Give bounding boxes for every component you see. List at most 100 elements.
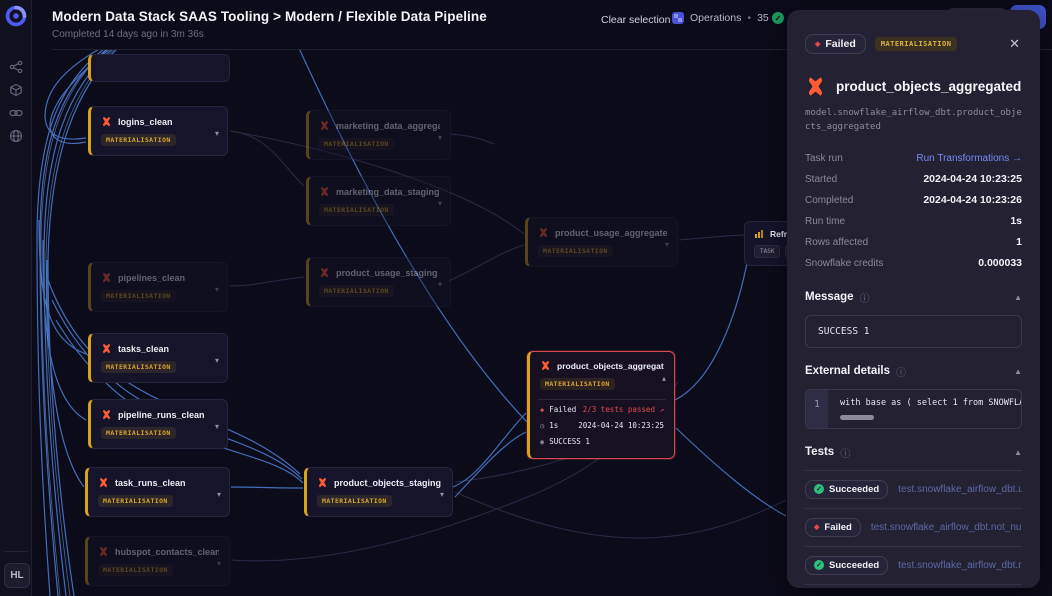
- message-section-header: Message ⓘ ▲: [805, 291, 1022, 305]
- horizontal-scrollbar[interactable]: [840, 414, 874, 420]
- dbt-icon: [103, 116, 110, 127]
- node-product-usage-staging[interactable]: product_usage_staging ▾ MATERIALISATION: [306, 257, 451, 307]
- test-row: ✓ Succeeded test.snowflake_airflow_dbt.u…: [805, 471, 1022, 509]
- chevron-down-icon[interactable]: ▾: [216, 489, 221, 499]
- test-link[interactable]: test.snowflake_airflow_dbt.unique_pro: [898, 483, 1022, 495]
- chevron-down-icon[interactable]: ▾: [216, 558, 221, 568]
- dbt-icon: [103, 272, 110, 283]
- run-details: Task run Run Transformations → Started 2…: [805, 149, 1022, 274]
- operations-count: 35: [757, 12, 769, 24]
- dbt-icon: [321, 186, 328, 197]
- node-pipeline-runs-clean[interactable]: pipeline_runs_clean ▾ MATERIALISATION: [88, 399, 228, 449]
- header-divider: [52, 49, 1052, 50]
- dbt-icon: [808, 77, 823, 96]
- chevron-down-icon[interactable]: ▾: [664, 239, 669, 249]
- node-product-objects-staging[interactable]: product_objects_staging ▾ MATERIALISATIO…: [304, 467, 453, 517]
- chevron-down-icon[interactable]: ▾: [437, 198, 442, 208]
- dbt-icon: [321, 267, 328, 278]
- dbt-icon: [100, 477, 107, 488]
- external-details-code: 1 with base as ( select 1 from SNOWFLAKE: [805, 388, 1022, 429]
- detail-row-started: Started 2024-04-24 10:23:25: [805, 173, 1022, 186]
- bi-chart-icon: [755, 230, 763, 238]
- message-box: SUCCESS 1: [805, 314, 1022, 348]
- panel-status-badge: ◆ Failed: [805, 34, 866, 54]
- chevron-down-icon[interactable]: ▾: [214, 421, 219, 431]
- operations-label: Operations: [690, 12, 742, 24]
- collapse-icon[interactable]: ▲: [1014, 292, 1022, 302]
- node-status-label: Failed: [549, 405, 577, 414]
- chevron-down-icon[interactable]: ▾: [437, 279, 442, 289]
- panel-status-label: Failed: [825, 38, 856, 50]
- chevron-down-icon[interactable]: ▾: [214, 355, 219, 365]
- node-logins-clean[interactable]: logins_clean ▾ MATERIALISATION: [88, 106, 228, 156]
- node-timestamp: 2024-04-24 10:23:25: [578, 421, 664, 430]
- code-line: with base as ( select 1 from SNOWFLAKE: [840, 397, 1021, 408]
- panel-title: product_objects_aggregated: [836, 79, 1022, 94]
- chevron-down-icon[interactable]: ▾: [214, 128, 219, 138]
- test-link[interactable]: test.snowflake_airflow_dbt.not_null_pr: [870, 521, 1022, 533]
- detail-row-task-run: Task run Run Transformations →: [805, 153, 1022, 165]
- collapse-icon[interactable]: ▲: [1014, 447, 1022, 457]
- cube-icon[interactable]: [9, 83, 23, 97]
- task-node-label: Refre: [770, 229, 792, 239]
- materialisation-badge: MATERIALISATION: [319, 285, 394, 297]
- test-link[interactable]: test.snowflake_airflow_dbt.not_null_pr: [898, 559, 1022, 571]
- code-line-number: 1: [806, 389, 828, 428]
- sidebar-divider: [4, 551, 28, 552]
- node-task-runs-clean[interactable]: task_runs_clean ▾ MATERIALISATION: [85, 467, 230, 517]
- test-status-badge: ✓ Succeeded: [805, 479, 889, 499]
- link-icon[interactable]: [9, 106, 23, 120]
- globe-icon[interactable]: [9, 129, 23, 143]
- node-pipelines-clean[interactable]: pipelines_clean ▾ MATERIALISATION: [88, 262, 228, 312]
- close-icon[interactable]: ✕: [1009, 36, 1020, 51]
- chevron-down-icon[interactable]: ▾: [437, 132, 442, 142]
- detail-panel: ◆ Failed MATERIALISATION ✕ product_objec…: [787, 10, 1040, 588]
- divider: [805, 469, 1022, 471]
- test-status-badge: ◆ Failed: [805, 517, 861, 537]
- lineage-graph-icon[interactable]: [9, 60, 23, 74]
- dbt-icon: [321, 120, 328, 131]
- clock-icon: ◷: [540, 422, 545, 430]
- node-divider: [538, 399, 666, 400]
- node-product-objects-aggregated-selected[interactable]: product_objects_aggregated ▴ MATERIALISA…: [527, 351, 675, 459]
- chevron-down-icon[interactable]: ▾: [214, 284, 219, 294]
- materialisation-badge: MATERIALISATION: [319, 138, 394, 150]
- external-details-section-header: External details ⓘ ▲: [805, 365, 1022, 379]
- collapse-icon[interactable]: ▲: [1014, 366, 1022, 376]
- operations-counter[interactable]: Operations • 35: [672, 12, 769, 24]
- run-transformations-link[interactable]: Run Transformations →: [916, 153, 1022, 165]
- chevron-down-icon[interactable]: ▾: [439, 489, 444, 499]
- info-icon[interactable]: ⓘ: [896, 367, 907, 379]
- node-marketing-data-aggregated[interactable]: marketing_data_aggregated ▾ MATERIALISAT…: [306, 110, 451, 160]
- dbt-icon: [100, 546, 107, 557]
- page-subtitle: Completed 14 days ago in 3m 36s: [52, 29, 204, 40]
- materialisation-badge: MATERIALISATION: [540, 378, 615, 390]
- detail-row-completed: Completed 2024-04-24 10:23:26: [805, 194, 1022, 207]
- materialisation-badge: MATERIALISATION: [98, 495, 173, 507]
- materialisation-badge: MATERIALISATION: [538, 245, 613, 257]
- tests-list: ✓ Succeeded test.snowflake_airflow_dbt.u…: [805, 469, 1022, 585]
- node-product-usage-aggregated[interactable]: product_usage_aggregated ▾ MATERIALISATI…: [525, 217, 678, 267]
- failed-diamond-icon: ◆: [815, 41, 821, 48]
- clear-selection-button[interactable]: Clear selection: [601, 14, 671, 26]
- info-icon[interactable]: ⓘ: [859, 293, 870, 305]
- node-clipped-top[interactable]: [88, 54, 230, 82]
- app-logo-icon[interactable]: [5, 5, 27, 27]
- node-hubspot-contacts-clean[interactable]: hubspot_contacts_clean ▾ MATERIALISATION: [85, 536, 230, 586]
- user-avatar[interactable]: HL: [4, 563, 30, 588]
- node-tasks-clean[interactable]: tasks_clean ▾ MATERIALISATION: [88, 333, 228, 383]
- detail-row-rows-affected: Rows affected 1: [805, 236, 1022, 249]
- node-marketing-data-staging[interactable]: marketing_data_staging ▾ MATERIALISATION: [306, 176, 451, 226]
- chevron-up-icon[interactable]: ▴: [661, 374, 666, 383]
- info-icon[interactable]: ⓘ: [840, 448, 851, 460]
- materialisation-badge: MATERIALISATION: [101, 361, 176, 373]
- status-dot-icon: ◉: [540, 438, 545, 446]
- node-status-row: ◆ Failed 2/3 tests passed ↗: [540, 402, 664, 418]
- node-message-value: SUCCESS 1: [549, 437, 590, 446]
- dbt-icon: [540, 227, 547, 238]
- tests-section-header: Tests ⓘ ▲: [805, 446, 1022, 460]
- tests-passed-link[interactable]: 2/3 tests passed ↗: [582, 405, 664, 414]
- succeeded-check-icon: ✓: [814, 560, 824, 571]
- page-title: Modern Data Stack SAAS Tooling > Modern …: [52, 9, 487, 24]
- failed-diamond-icon: ◆: [540, 406, 545, 414]
